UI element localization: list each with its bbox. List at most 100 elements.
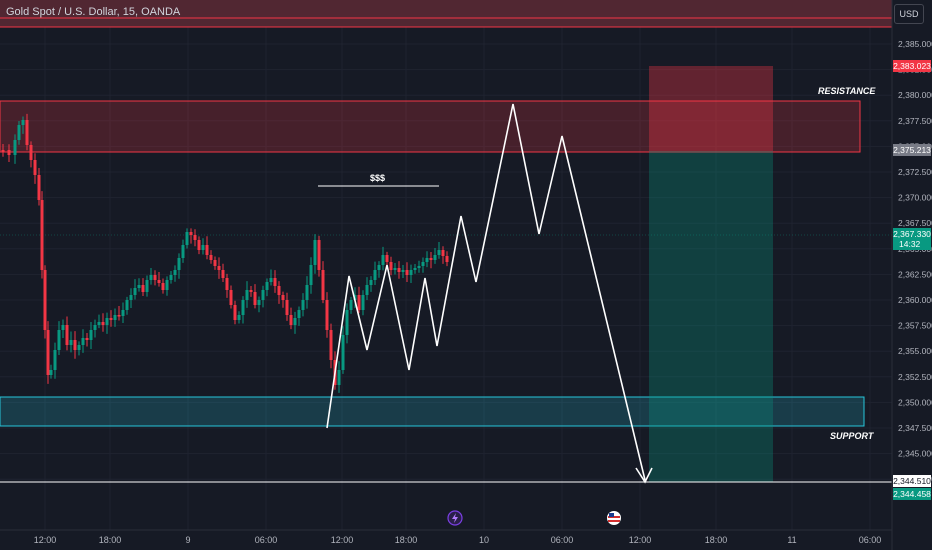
candle-body — [25, 120, 29, 145]
projection-path[interactable] — [326, 103, 646, 481]
symbol-title[interactable]: Gold Spot / U.S. Dollar, 15, OANDA — [6, 6, 181, 18]
candle-body — [269, 278, 273, 282]
candle-body — [341, 335, 345, 370]
stop-loss-badge: 2,383.023 — [893, 60, 931, 72]
price-axis-panel[interactable] — [892, 0, 932, 550]
candle-body — [145, 280, 149, 292]
candle-body — [389, 262, 393, 270]
candle-body — [429, 258, 433, 260]
candle-body — [109, 318, 113, 320]
candle-body — [57, 330, 61, 350]
candle-body — [421, 262, 425, 266]
resistance-zone[interactable] — [0, 100, 861, 153]
candle-body — [85, 338, 89, 340]
candle-body — [165, 280, 169, 290]
candle-body — [385, 255, 389, 262]
candle-body — [153, 275, 157, 280]
take-profit-badge: 2,344.458 — [893, 488, 931, 500]
time-tick-label: 06:00 — [551, 535, 574, 545]
candle-body — [357, 295, 361, 310]
price-tick-label: 2,350.000 — [898, 397, 932, 407]
price-tick-label: 2,385.000 — [898, 39, 932, 49]
price-tick-label: 2,372.500 — [898, 167, 932, 177]
time-tick-label: 06:00 — [255, 535, 278, 545]
candle-body — [265, 282, 269, 290]
candle-body — [133, 288, 137, 295]
countdown-timer: 14:32 — [899, 239, 921, 249]
candle-body — [43, 270, 47, 330]
candle-body — [169, 275, 173, 280]
candle-body — [241, 300, 245, 315]
candle-body — [349, 300, 353, 310]
candle-body — [89, 330, 93, 340]
candle-body — [37, 175, 41, 200]
time-tick-label: 10 — [479, 535, 489, 545]
candle-body — [377, 265, 381, 270]
candle-body — [113, 315, 117, 320]
candle-body — [181, 245, 185, 258]
candle-body — [397, 268, 401, 272]
time-tick-label: 11 — [787, 535, 796, 545]
candle-body — [197, 240, 201, 250]
candle-body — [117, 315, 121, 317]
currency-button[interactable]: USD — [894, 4, 924, 24]
candle-body — [245, 290, 249, 300]
candle-body — [217, 266, 221, 270]
candle-body — [285, 300, 289, 315]
time-axis-ticks: 12:00 18:00 9 06:00 12:00 18:00 10 06:00 12:00 18… — [34, 535, 882, 545]
candle-body — [213, 260, 217, 266]
candle-body — [101, 322, 105, 325]
resistance-label: RESISTANCE — [818, 86, 876, 96]
candle-body — [93, 325, 97, 330]
candle-body — [381, 255, 385, 265]
candle-body — [373, 270, 377, 280]
time-tick-label: 06:00 — [859, 535, 882, 545]
candle-body — [277, 286, 281, 295]
last-price-badge: 2,367.330 14:32 — [893, 228, 931, 250]
candle-body — [441, 250, 445, 256]
candle-body — [229, 290, 233, 305]
candle-body — [445, 256, 449, 262]
candle-body — [81, 338, 85, 345]
time-tick-label: 18:00 — [705, 535, 728, 545]
us-flag-event-icon[interactable] — [607, 511, 621, 525]
candle-body — [221, 270, 225, 278]
candle-body — [417, 266, 421, 268]
svg-text:2,344.510: 2,344.510 — [893, 476, 931, 486]
candle-body — [46, 330, 50, 375]
position-target-zone[interactable] — [649, 151, 773, 482]
candle-body — [321, 270, 325, 300]
candle-body — [21, 120, 25, 125]
candle-body — [405, 270, 409, 275]
candle-body — [325, 300, 329, 330]
candle-body — [301, 300, 305, 310]
candle-body — [157, 280, 161, 283]
candle-body — [433, 255, 437, 260]
price-tick-label: 2,345.000 — [898, 449, 932, 459]
lightning-event-icon[interactable] — [447, 510, 463, 526]
candle-body — [40, 200, 44, 270]
support-zone[interactable] — [0, 396, 865, 427]
candle-body — [317, 240, 321, 270]
candle-body — [137, 285, 141, 288]
candle-body — [121, 310, 125, 316]
candle-body — [141, 285, 145, 292]
candle-body — [7, 150, 11, 155]
top-stop-band — [0, 0, 892, 27]
candle-body — [189, 232, 193, 235]
candle-body — [193, 235, 197, 240]
candle-body — [361, 295, 365, 310]
liquidity-label: $$$ — [370, 173, 385, 183]
candle-body — [53, 350, 57, 370]
candle-body — [77, 345, 81, 350]
position-stop-zone[interactable] — [649, 66, 773, 151]
candle-body — [129, 295, 133, 300]
time-tick-label: 9 — [185, 535, 190, 545]
horizontal-gridlines — [0, 43, 892, 480]
candle-body — [237, 315, 241, 320]
candle-body — [365, 285, 369, 295]
candle-body — [69, 340, 73, 345]
candle-body — [273, 278, 277, 286]
svg-text:2,344.458: 2,344.458 — [893, 489, 931, 499]
